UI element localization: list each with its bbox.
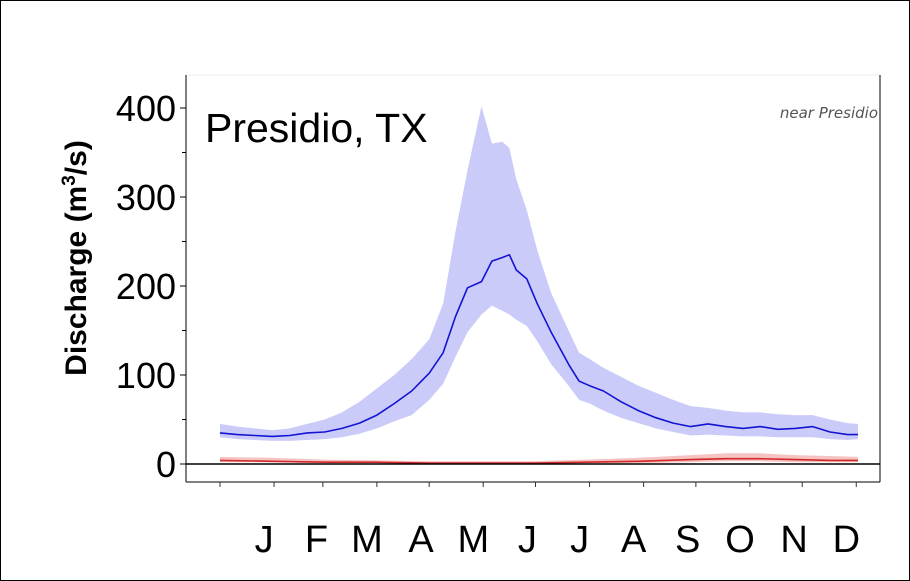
y-axis-label-post: /s) (60, 140, 93, 175)
series-lines (219, 254, 858, 464)
series-1-band (220, 106, 858, 441)
y-tick-label-0: 0 (156, 444, 176, 485)
month-label-6: J (570, 519, 589, 561)
month-label-1: F (305, 519, 328, 561)
station-note: near Presidio (780, 104, 878, 122)
series-1-line (219, 254, 858, 438)
y-tick-label-300: 300 (116, 177, 176, 218)
series-2-band (220, 453, 858, 464)
month-label-11: D (833, 519, 860, 561)
month-label-2: M (351, 519, 383, 561)
month-label-4: M (457, 519, 489, 561)
month-label-0: J (255, 519, 274, 561)
x-ticks (219, 482, 857, 487)
month-label-8: S (675, 519, 700, 561)
uncertainty-bands (220, 106, 858, 464)
month-label-5: J (518, 519, 537, 561)
series-2-line (219, 457, 858, 464)
y-tick-label-200: 200 (116, 266, 176, 307)
y-ticks: 0 100 200 300 400 (116, 88, 186, 485)
y-axis-label-pre: Discharge (m (60, 186, 93, 376)
month-label-7: A (621, 519, 647, 561)
y-tick-label-100: 100 (116, 355, 176, 396)
station-annotation: Presidio, TX (205, 105, 428, 151)
y-axis-label-sup: 3 (59, 175, 80, 186)
month-label-10: N (780, 519, 807, 561)
y-tick-label-400: 400 (116, 88, 176, 129)
y-axis-label: Discharge (m3/s) (59, 140, 93, 376)
month-label-3: A (408, 519, 434, 561)
month-label-9: O (725, 519, 755, 561)
